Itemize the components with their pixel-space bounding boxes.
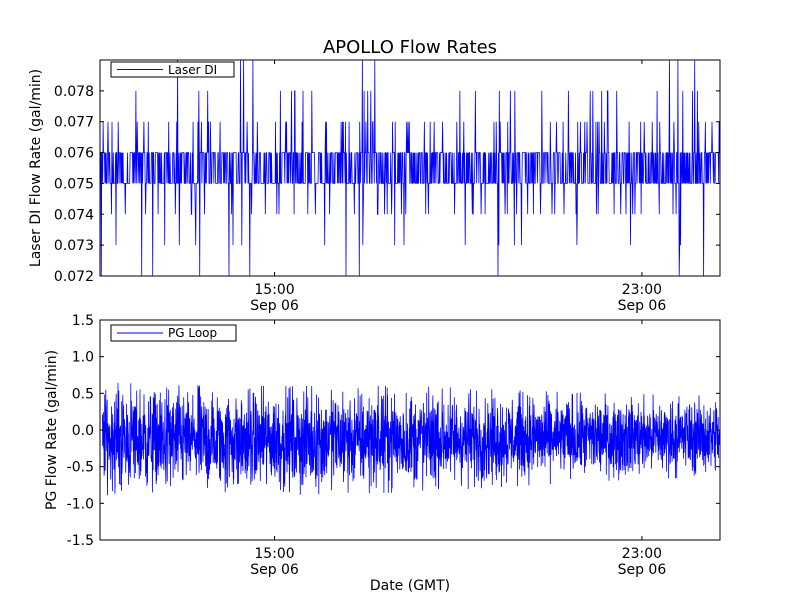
pg-loop-ytick-label: 1.0 [72,350,94,366]
pg-loop-legend: PG Loop [110,324,237,342]
laser-di-ytick-label: 0.073 [54,238,94,254]
laser-di-ytick-label: 0.075 [54,176,94,192]
chart-title: APOLLO Flow Rates [323,37,497,58]
laser-di-ytick-label: 0.072 [54,269,94,285]
laser-di-xtick-time: 15:00 [254,282,294,298]
laser-di-panel: 0.072 0.073 0.074 0.075 0.076 0.077 0.078 15:00… [28,59,721,314]
pg-loop-ytick-label: -0.5 [67,460,94,476]
laser-di-xtick-date: Sep 06 [618,298,667,314]
pg-loop-ytick-label: -1.5 [67,533,94,549]
pg-loop-trace [101,382,721,496]
laser-di-ytick-label: 0.077 [54,115,94,131]
laser-di-ytick-label: 0.074 [54,207,94,223]
pg-loop-ytick-label: 0.5 [72,386,94,402]
pg-loop-xtick-date: Sep 06 [250,562,299,578]
laser-di-xtick-time: 23:00 [622,282,662,298]
laser-di-series-line [99,59,720,277]
laser-di-legend-box [110,61,235,78]
pg-loop-ytick-label: 0.0 [72,423,94,439]
laser-di-ylabel: Laser DI Flow Rate (gal/min) [28,69,44,267]
pg-loop-xlabel: Date (GMT) [370,578,450,594]
laser-di-legend: Laser DI [110,61,235,78]
pg-loop-xtick-date: Sep 06 [618,562,667,578]
pg-loop-ytick-label: -1.0 [67,496,94,512]
pg-loop-legend-box [110,324,237,342]
laser-di-trace [99,59,720,277]
pg-loop-legend-label: PG Loop [168,326,217,340]
laser-di-ticks: 0.072 0.073 0.074 0.075 0.076 0.077 0.078 15:00… [54,60,720,314]
laser-di-legend-label: Laser DI [168,63,217,77]
pg-loop-xtick-time: 15:00 [254,546,294,562]
pg-loop-ytick-label: 1.5 [72,313,94,329]
laser-di-ytick-label: 0.078 [54,84,94,100]
laser-di-ytick-label: 0.076 [54,146,94,162]
laser-di-axes-frame [99,59,721,277]
pg-loop-series-line [101,382,721,496]
pg-loop-xtick-time: 23:00 [622,546,662,562]
laser-di-xtick-date: Sep 06 [250,298,299,314]
pg-loop-ylabel: PG Flow Rate (gal/min) [44,350,60,510]
